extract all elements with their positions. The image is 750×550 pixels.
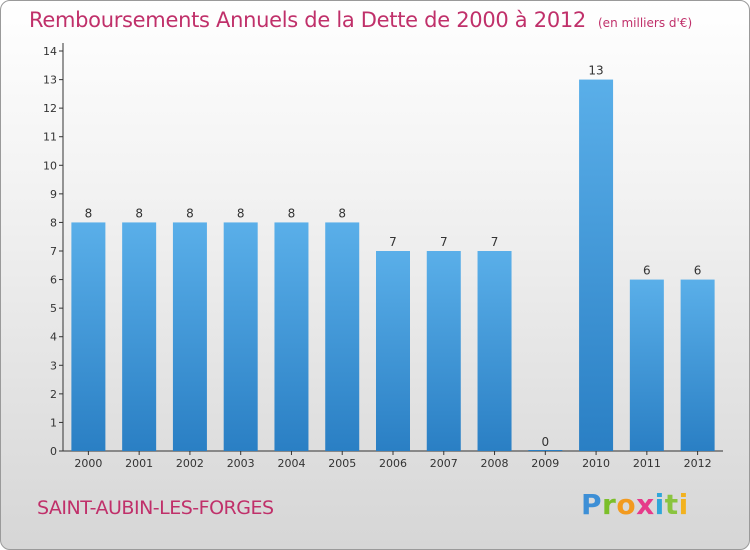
data-label: 8: [338, 206, 346, 220]
y-tick-label: 13: [43, 74, 57, 87]
data-label: 8: [237, 206, 245, 220]
y-tick-label: 5: [50, 302, 57, 315]
bar: [528, 450, 563, 451]
chart-title-text: Remboursements Annuels de la Dette de 20…: [29, 8, 586, 32]
x-tick-label: 2010: [582, 457, 610, 470]
y-tick-label: 0: [50, 445, 57, 458]
bar: [172, 222, 207, 451]
data-label: 0: [541, 435, 549, 449]
x-tick-label: 2001: [125, 457, 153, 470]
data-label: 7: [440, 235, 448, 249]
y-tick-label: 9: [50, 188, 57, 201]
x-tick-label: 2007: [430, 457, 458, 470]
y-tick-label: 2: [50, 388, 57, 401]
x-tick-label: 2005: [328, 457, 356, 470]
y-tick-label: 8: [50, 216, 57, 229]
x-tick-label: 2012: [684, 457, 712, 470]
bar: [223, 222, 258, 451]
bar: [680, 279, 715, 451]
y-tick-label: 11: [43, 131, 57, 144]
commune-name: SAINT-AUBIN-LES-FORGES: [37, 497, 274, 519]
x-tick-label: 2000: [74, 457, 102, 470]
x-tick-label: 2011: [633, 457, 661, 470]
bar: [376, 251, 410, 451]
x-tick-label: 2004: [277, 457, 305, 470]
y-tick-label: 4: [50, 331, 57, 344]
y-tick-label: 1: [50, 416, 57, 429]
x-tick-label: 2006: [379, 457, 407, 470]
data-label: 13: [588, 64, 603, 78]
x-tick-label: 2008: [481, 457, 509, 470]
y-tick-label: 6: [50, 274, 57, 287]
bar: [71, 222, 106, 451]
data-label: 7: [491, 235, 499, 249]
data-label: 6: [694, 264, 702, 278]
bar: [274, 222, 309, 451]
y-tick-label: 10: [43, 159, 57, 172]
y-tick-label: 14: [43, 45, 57, 58]
x-tick-label: 2003: [227, 457, 255, 470]
bar: [629, 279, 664, 451]
y-tick-label: 7: [50, 245, 57, 258]
data-label: 7: [389, 235, 397, 249]
chart-title: Remboursements Annuels de la Dette de 20…: [29, 8, 692, 32]
bars: 8 8 8 8 8 8 7 7 7 0 13 6 6: [71, 64, 715, 452]
x-tick-label: 2009: [531, 457, 559, 470]
bar: [426, 251, 461, 451]
data-label: 6: [643, 264, 651, 278]
y-tick-label: 12: [43, 102, 57, 115]
y-tick-label: 3: [50, 359, 57, 372]
proxiti-logo: Proxiti: [581, 488, 689, 521]
chart-subtitle: (en milliers d'€): [598, 16, 693, 30]
bar: [122, 222, 157, 451]
bar: [325, 222, 360, 451]
bar: [477, 251, 512, 451]
data-label: 8: [85, 206, 93, 220]
bar: [579, 79, 614, 452]
data-label: 8: [135, 206, 143, 220]
data-label: 8: [288, 206, 296, 220]
data-label: 8: [186, 206, 194, 220]
x-tick-label: 2002: [176, 457, 204, 470]
